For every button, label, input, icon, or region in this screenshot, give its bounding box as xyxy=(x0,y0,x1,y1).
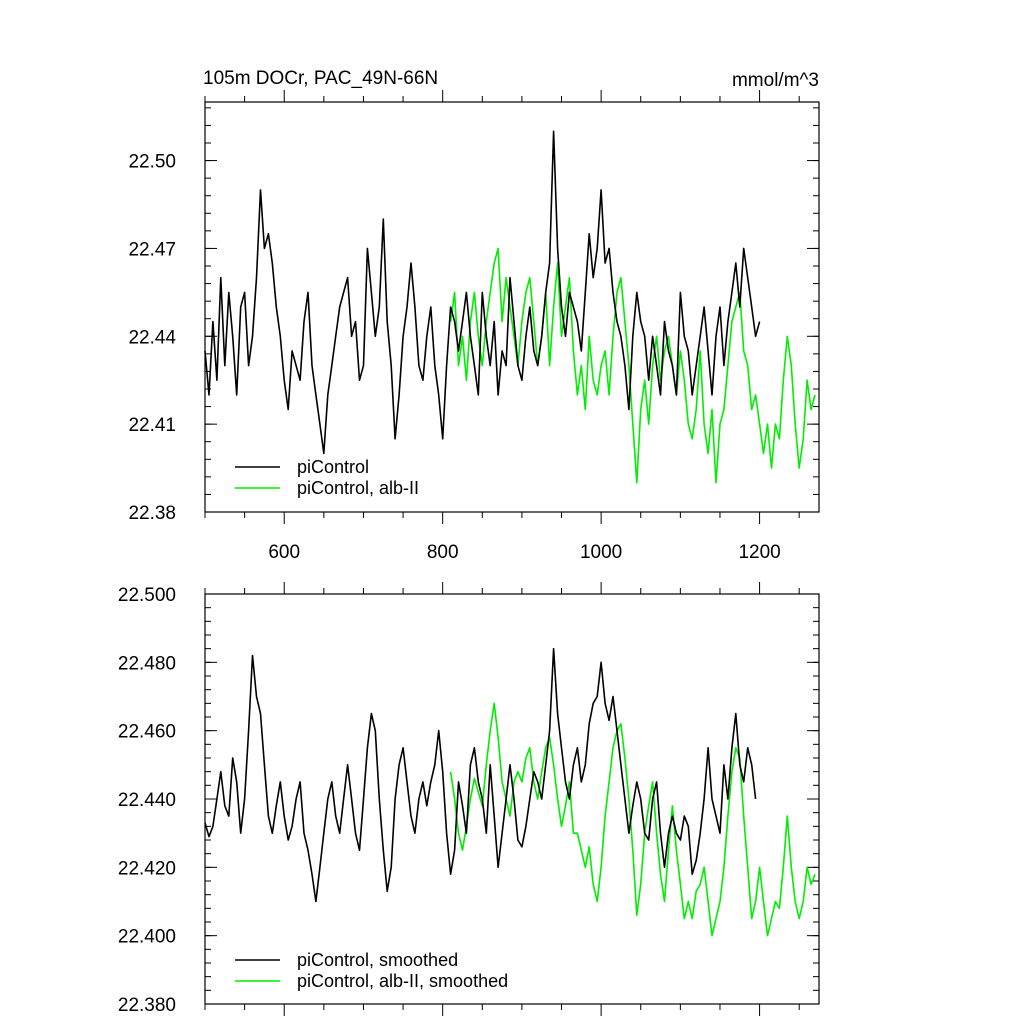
y-tick-label: 22.41 xyxy=(128,415,176,436)
x-tick-label: 1000 xyxy=(580,542,622,563)
series-line-black xyxy=(204,130,761,455)
legend-label: piControl, smoothed xyxy=(297,950,458,970)
legend-label: piControl, alb-II, smoothed xyxy=(297,971,508,991)
top-chart-units: mmol/m^3 xyxy=(732,70,819,91)
y-tick-label: 22.38 xyxy=(128,503,176,524)
bottom-plot: 22.380 22.400 22.420 22.440 22.460 22.480 22.5… xyxy=(118,582,820,1016)
y-tick-label: 22.380 xyxy=(118,995,176,1016)
legend-label: piControl, alb-II xyxy=(297,478,419,498)
x-tick-label: 800 xyxy=(427,542,459,563)
y-tick-label: 22.500 xyxy=(118,585,176,606)
series-line-black xyxy=(204,647,757,903)
y-tick-label: 22.420 xyxy=(118,858,176,879)
series-line-green xyxy=(449,247,816,484)
top-chart-title: 105m DOCr, PAC_49N-66N xyxy=(203,68,438,89)
x-tick-label: 1200 xyxy=(738,542,780,563)
y-tick-label: 22.44 xyxy=(128,327,176,348)
top-plot: 22.38 22.41 22.44 22.47 22.50 600 800 1000 1200 p… xyxy=(128,90,820,563)
y-tick-label: 22.47 xyxy=(128,239,176,260)
y-tick-label: 22.460 xyxy=(118,722,176,743)
y-tick-label: 22.50 xyxy=(128,152,176,173)
y-tick-label: 22.480 xyxy=(118,653,176,674)
plot-frame xyxy=(204,101,820,513)
x-tick-label: 600 xyxy=(268,542,300,563)
y-tick-label: 22.400 xyxy=(118,927,176,948)
legend-label: piControl xyxy=(297,457,369,477)
y-tick-label: 22.440 xyxy=(118,790,176,811)
series-line-green xyxy=(449,702,816,937)
